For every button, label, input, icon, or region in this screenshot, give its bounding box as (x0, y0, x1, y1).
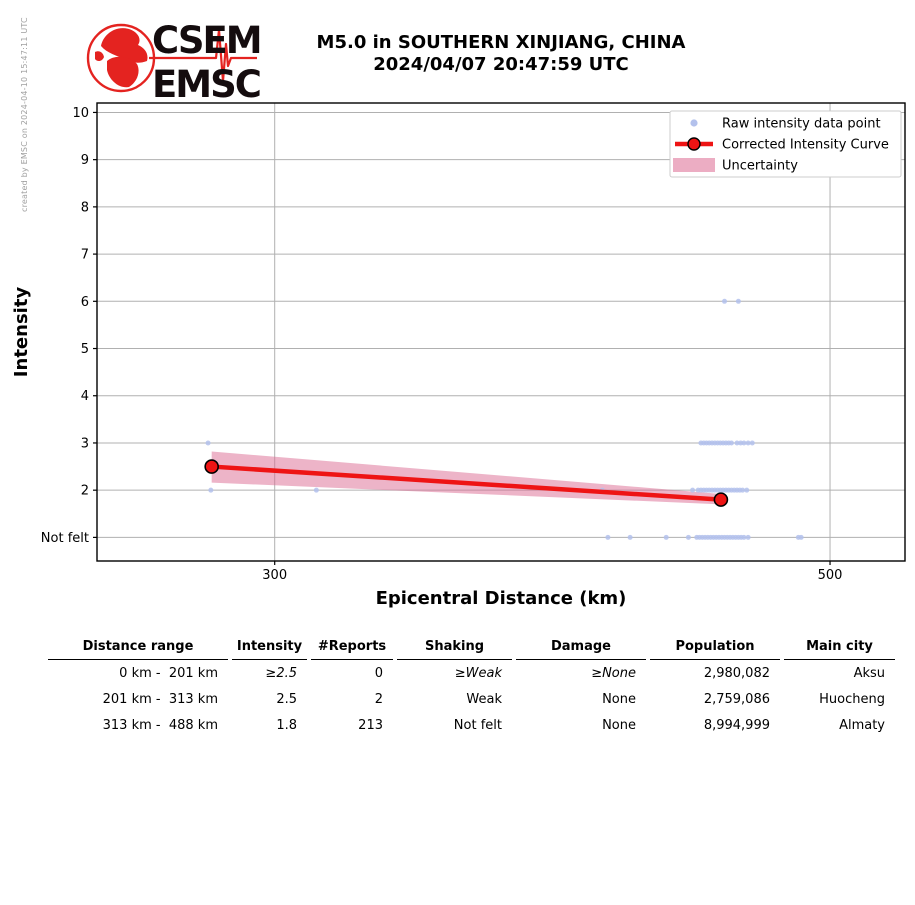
x-axis-label: Epicentral Distance (km) (375, 588, 627, 609)
title-line1: M5.0 in SOUTHERN XINJIANG, CHINA (316, 32, 686, 53)
raw-data-point (734, 440, 740, 446)
raw-points (205, 298, 804, 540)
plot-frame (96, 102, 906, 562)
cell-shaking: ≥Weak (454, 666, 502, 681)
y-tick-label: 6 (81, 295, 89, 310)
raw-data-point (728, 440, 734, 446)
y-tick-label: 5 (81, 342, 89, 357)
globe-land-south (107, 56, 139, 88)
cell-damage: ≥None (591, 666, 636, 681)
raw-data-point (741, 440, 747, 446)
table-head: Distance range Intensity #Reports Shaking Da… (48, 636, 895, 660)
emsc-logo: CSEM EMSC (85, 8, 263, 106)
y-tick-label: 4 (81, 389, 89, 404)
axis-ticks: 300 500 10 9 8 7 6 5 4 3 2 Not felt (41, 106, 843, 583)
cell-intensity: 1.8 (276, 718, 297, 733)
table-row: 201 km - 313 km 2.5 2 Weak None 2,759,086 Huoc… (48, 686, 895, 712)
cell-population: 8,994,999 (703, 718, 770, 733)
raw-data-point (749, 440, 755, 446)
intensity-chart: 300 500 10 9 8 7 6 5 4 3 2 Not felt Raw intensity da… (41, 102, 906, 583)
column-header-reports: #Reports (311, 636, 393, 660)
raw-data-point (740, 487, 746, 493)
legend-label: Raw intensity data point (722, 117, 881, 132)
x-tick-label: 500 (818, 568, 843, 583)
raw-data-point (205, 440, 211, 446)
table-row: 0 km - 201 km ≥2.5 0 ≥Weak ≥None 2,980,082 Aks… (48, 660, 895, 686)
legend-patch-icon (673, 158, 715, 172)
y-tick-label: 7 (81, 248, 89, 263)
curve-point-marker (713, 492, 729, 507)
raw-data-point (722, 298, 728, 304)
raw-data-point (744, 487, 750, 493)
raw-data-point (745, 440, 751, 446)
cell-distance_range: 313 km - 488 km (102, 718, 218, 733)
globe-land-west (95, 51, 104, 62)
cell-intensity: 2.5 (276, 692, 297, 707)
raw-data-point (798, 534, 804, 540)
column-header-shaking: Shaking (397, 636, 512, 660)
raw-data-point (208, 487, 214, 493)
logo-emsc-text: EMSC (152, 63, 260, 105)
cell-reports: 213 (358, 718, 383, 733)
seismogram-trace-icon (149, 28, 257, 83)
cell-main_city: Huocheng (819, 692, 885, 707)
cell-shaking: Not felt (453, 718, 502, 733)
cell-distance_range: 0 km - 201 km (119, 666, 218, 681)
emsc-logo-graphic: CSEM EMSC (86, 19, 263, 106)
legend-label: Uncertainty (722, 159, 798, 174)
y-tick-label: 10 (72, 106, 89, 121)
column-header-distance_range: Distance range (48, 636, 228, 660)
legend-dot-icon (690, 119, 698, 127)
table-body: 0 km - 201 km ≥2.5 0 ≥Weak ≥None 2,980,082 Aks… (48, 660, 895, 738)
y-axis-label: Intensity (11, 286, 32, 378)
cell-main_city: Almaty (839, 718, 885, 733)
cell-shaking: Weak (466, 692, 502, 707)
y-tick-label: 3 (81, 436, 89, 451)
globe-land-north (101, 28, 148, 63)
table-row: 313 km - 488 km 1.8 213 Not felt None 8,994,9… (48, 712, 895, 738)
column-header-main_city: Main city (784, 636, 895, 660)
raw-data-point (605, 534, 611, 540)
corrected-curve (204, 459, 729, 507)
cell-population: 2,759,086 (703, 692, 770, 707)
raw-data-point (690, 487, 696, 493)
cell-damage: None (602, 692, 636, 707)
column-header-population: Population (650, 636, 780, 660)
raw-data-point (735, 298, 741, 304)
raw-data-point (313, 487, 319, 493)
curve-point-marker (204, 459, 219, 474)
legend: Raw intensity data point Corrected Intens… (669, 110, 902, 178)
y-tick-label: Not felt (41, 531, 89, 546)
cell-damage: None (602, 718, 636, 733)
column-header-intensity: Intensity (232, 636, 307, 660)
y-tick-label: 2 (81, 484, 89, 499)
raw-data-point (741, 534, 747, 540)
intensity-report-table: Distance range Intensity #Reports Shaking Da… (44, 636, 899, 738)
raw-data-point (663, 534, 669, 540)
cell-distance_range: 201 km - 313 km (102, 692, 218, 707)
raw-data-point (627, 534, 633, 540)
raw-data-point (685, 534, 691, 540)
logo-csem-text: CSEM (152, 19, 260, 62)
y-tick-label: 8 (81, 200, 89, 215)
cell-reports: 0 (374, 666, 383, 681)
cell-population: 2,980,082 (703, 666, 770, 681)
y-tick-label: 9 (81, 153, 89, 168)
x-tick-label: 300 (262, 568, 287, 583)
title-line2: 2024/04/07 20:47:59 UTC (373, 54, 629, 75)
cell-main_city: Aksu (853, 666, 885, 681)
column-header-damage: Damage (516, 636, 646, 660)
raw-data-point (745, 534, 751, 540)
chart-title: M5.0 in SOUTHERN XINJIANG, CHINA 2024/04… (97, 32, 905, 76)
legend-label: Corrected Intensity Curve (722, 138, 889, 153)
cell-reports: 2 (374, 692, 383, 707)
cell-intensity: ≥2.5 (265, 666, 297, 681)
